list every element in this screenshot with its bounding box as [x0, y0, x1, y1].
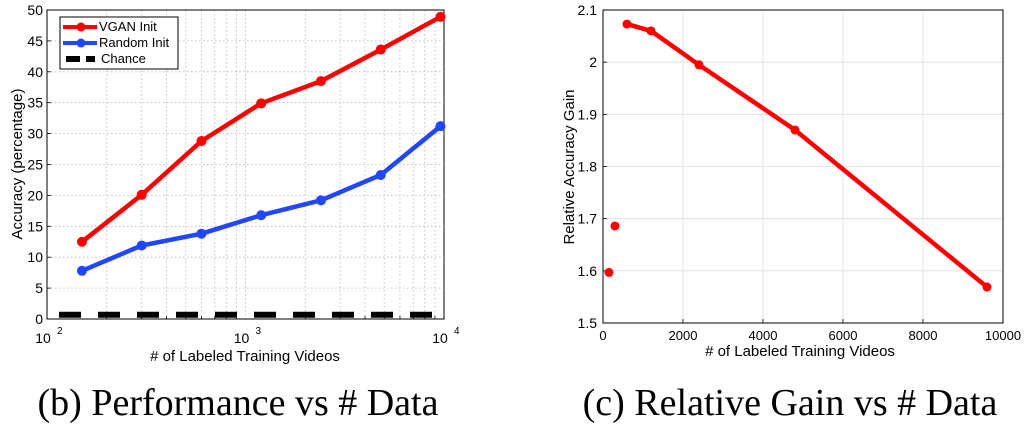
data-point-random-init [196, 228, 207, 239]
performance-y-tick-label: 50 [27, 2, 43, 18]
performance-y-tick-label: 5 [35, 280, 43, 296]
performance-caption: (b) Performance vs # Data [38, 382, 439, 424]
performance-y-tick-label: 15 [27, 218, 43, 234]
data-point-random-init [76, 265, 87, 276]
performance-x-tick-exponent: 3 [256, 326, 262, 337]
data-point-vgan-init [136, 189, 147, 200]
performance-x-tick-label: 10 [432, 330, 448, 346]
relative-gain-y-tick-label: 1.8 [578, 159, 598, 175]
performance-y-tick-label: 45 [27, 33, 43, 49]
performance-x-tick-exponent: 2 [57, 326, 63, 337]
relative-gain-x-tick-label: 0 [599, 328, 606, 343]
performance-y-tick-label: 30 [27, 126, 43, 142]
relative-gain-data-point [694, 60, 704, 70]
data-point-vgan-init [76, 236, 87, 247]
relative-gain-y-tick-label: 1.9 [578, 106, 598, 122]
relative-gain-x-axis-ticks: 0 2000 4000 6000 8000 10000 [599, 319, 1021, 343]
relative-gain-x-axis-label: # of Labeled Training Videos [705, 343, 895, 360]
relative-gain-data-point [610, 221, 620, 231]
data-point-random-init [256, 210, 267, 221]
relative-gain-y-tick-label: 1.7 [578, 211, 598, 227]
legend: VGAN Init Random Init Chance [59, 16, 179, 70]
relative-gain-y-tick-label: 1.6 [578, 263, 598, 279]
relative-gain-data-point [622, 19, 632, 29]
legend-label-chance: Chance [101, 51, 146, 66]
performance-y-tick-label: 25 [27, 157, 43, 173]
performance-y-axis-ticks: 0 5 10 15 20 25 30 35 40 45 50 [27, 2, 444, 327]
performance-series [47, 11, 446, 318]
relative-gain-line [626, 21, 989, 289]
data-point-vgan-init [315, 76, 326, 87]
relative-gain-y-tick-label: 1.5 [578, 315, 598, 331]
performance-y-axis-label: Accuracy (percentage) [9, 89, 26, 240]
legend-label-random: Random Init [99, 35, 169, 50]
relative-gain-x-tick-label: 8000 [909, 328, 938, 343]
relative-gain-y-axis-label: Relative Accuracy Gain [561, 89, 578, 244]
relative-gain-chart: 0 2000 4000 6000 8000 10000 1.5 1.6 1.7 1.8 1.9 2 2… [561, 2, 1021, 424]
data-point-random-init [136, 240, 147, 251]
data-point-vgan-init [375, 44, 386, 55]
data-point-vgan-init [435, 11, 446, 22]
relative-gain-x-tick-label: 10000 [985, 328, 1021, 343]
relative-gain-data-point [790, 125, 800, 135]
legend-marker-random [76, 38, 86, 48]
performance-y-tick-label: 0 [35, 311, 43, 327]
performance-x-tick-label: 10 [35, 330, 51, 346]
performance-x-axis-label: # of Labeled Training Videos [150, 348, 340, 365]
legend-label-vgan: VGAN Init [99, 19, 157, 34]
relative-gain-x-tick-label: 6000 [829, 328, 858, 343]
performance-y-tick-label: 40 [27, 64, 43, 80]
relative-gain-x-tick-label: 2000 [669, 328, 698, 343]
relative-gain-data-point [604, 267, 614, 277]
performance-x-tick-label: 10 [234, 330, 250, 346]
relative-gain-y-tick-label: 2.1 [578, 2, 598, 18]
data-point-random-init [375, 170, 386, 181]
legend-marker-vgan [76, 22, 86, 32]
performance-x-axis-ticks: 10 2 10 3 10 4 [35, 326, 460, 346]
relative-gain-x-tick-label: 4000 [749, 328, 778, 343]
relative-gain-y-axis-ticks: 1.5 1.6 1.7 1.8 1.9 2 2.1 [578, 2, 607, 331]
performance-x-tick-exponent: 4 [454, 326, 460, 337]
relative-gain-y-tick-label: 2 [589, 54, 597, 70]
relative-gain-series [604, 19, 992, 292]
performance-y-tick-label: 20 [27, 187, 43, 203]
performance-y-tick-label: 35 [27, 95, 43, 111]
relative-gain-data-point [982, 282, 992, 292]
relative-gain-data-point [646, 26, 656, 36]
relative-gain-caption: (c) Relative Gain vs # Data [583, 382, 998, 424]
data-point-random-init [435, 121, 446, 132]
performance-chart: 10 2 10 3 10 4 0 5 10 15 20 25 30 35 40 45 50 VGAN Init… [9, 2, 460, 424]
data-point-random-init [315, 195, 326, 206]
performance-y-tick-label: 10 [27, 249, 43, 265]
relative-gain-chart-grid [603, 10, 1003, 323]
data-point-vgan-init [256, 98, 267, 109]
data-point-vgan-init [196, 136, 207, 147]
